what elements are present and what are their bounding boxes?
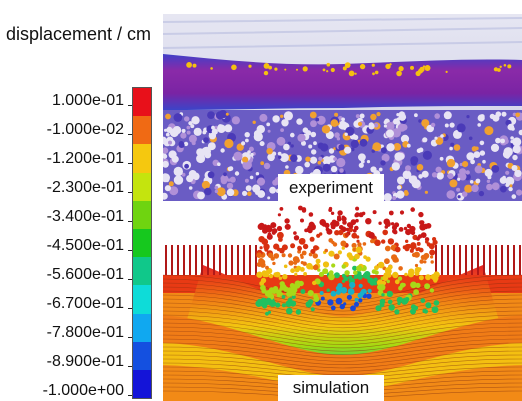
simulation-image (163, 205, 522, 401)
experiment-label: experiment (278, 174, 384, 202)
colorbar-segment (133, 172, 151, 201)
legend-tick: -4.500e-01 (46, 237, 137, 254)
colorbar-segment (133, 313, 151, 342)
legend-tick: -7.800e-01 (46, 324, 137, 341)
legend-tick: -1.000e-02 (46, 121, 137, 138)
colorbar-segment (133, 116, 151, 145)
colorbar-segment (133, 285, 151, 314)
legend-tick: -8.900e-01 (46, 353, 137, 370)
colorbar-segment (133, 369, 151, 399)
colorbar-segment (133, 88, 151, 117)
experiment-image (163, 14, 522, 201)
legend-tick: -6.700e-01 (46, 295, 137, 312)
legend-title: displacement / cm (6, 24, 152, 44)
colorbar-segment (133, 341, 151, 370)
legend-tick: -1.000e+00 (42, 382, 137, 399)
legend-tick: 1.000e-01 (51, 92, 137, 109)
colorbar-segment (133, 200, 151, 229)
legend-tick: -5.600e-01 (46, 266, 137, 283)
legend-tick: -2.300e-01 (46, 179, 137, 196)
colorbar (132, 87, 152, 399)
colorbar-segment (133, 144, 151, 173)
legend-tick: -1.200e-01 (46, 150, 137, 167)
colorbar-segment (133, 228, 151, 258)
simulation-label: simulation (278, 375, 384, 401)
colorbar-segment (133, 257, 151, 286)
legend-tick: -3.400e-01 (46, 208, 137, 225)
